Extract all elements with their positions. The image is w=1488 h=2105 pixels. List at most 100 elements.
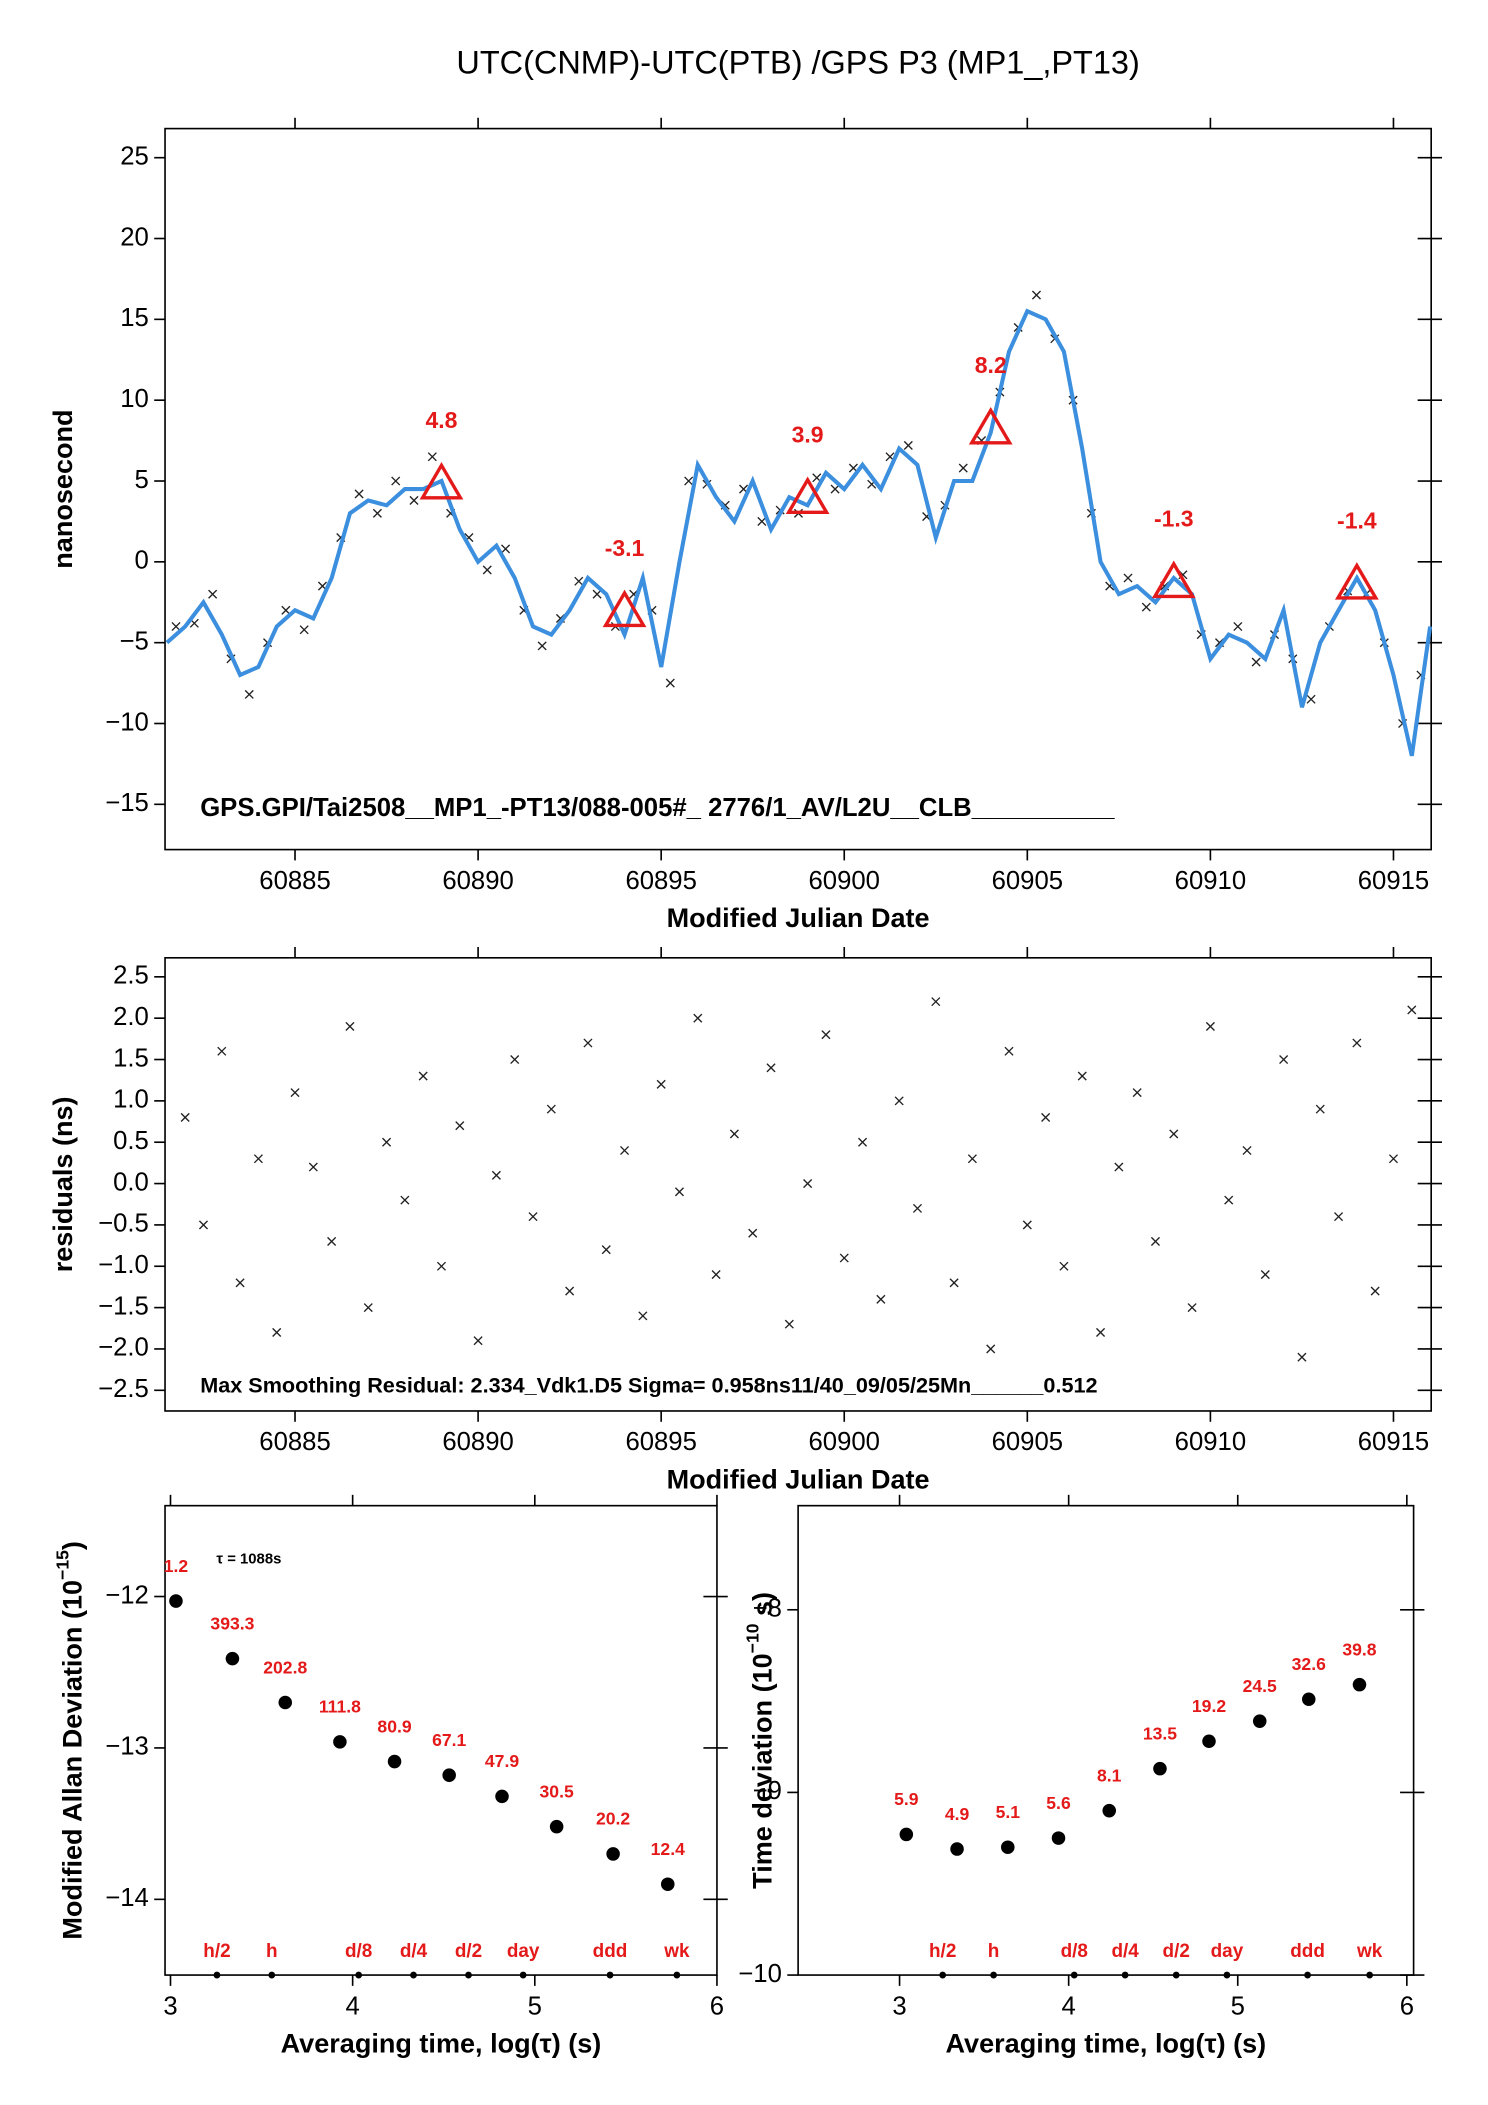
annotation: GPS.GPI/Tai2508__MP1_-PT13/088-005#_ 277… — [200, 794, 1115, 822]
cross-stroke — [885, 452, 895, 462]
interval-label: h — [266, 1941, 278, 1962]
data-point — [308, 1162, 318, 1172]
plot-frame — [164, 956, 1432, 1412]
cross-stroke — [1334, 1212, 1344, 1222]
data-label: 5.9 — [894, 1789, 919, 1809]
data-point — [382, 1137, 392, 1147]
y-tick-label: −8 — [753, 1595, 782, 1623]
cross-stroke — [409, 495, 419, 505]
data-point — [958, 463, 968, 473]
x-tick-label: 3 — [163, 1992, 177, 2020]
cross-stroke — [601, 1245, 611, 1255]
cross-stroke — [684, 476, 694, 486]
interval-label: d/4 — [400, 1941, 428, 1962]
triangle-marker — [968, 406, 1013, 445]
y-tick-label: 10 — [120, 385, 149, 413]
data-label: 67.1 — [432, 1730, 466, 1750]
x-tick-label: 60885 — [259, 867, 330, 895]
y-tick-label: 5 — [135, 466, 149, 494]
x-tick-label: 60890 — [442, 867, 513, 895]
cross-stroke — [198, 1220, 209, 1230]
x-tick-label: 60900 — [809, 867, 880, 895]
data-point — [491, 1170, 501, 1180]
data-point — [1279, 1054, 1289, 1065]
triangle-marker — [1151, 560, 1196, 599]
cross-stroke — [1370, 1286, 1380, 1296]
cross-stroke — [1260, 1269, 1270, 1280]
cross-stroke — [903, 440, 913, 450]
data-point — [784, 1319, 794, 1329]
interval-marker — [1366, 1971, 1374, 1979]
data-point — [1132, 1088, 1142, 1098]
cross-stroke — [729, 1129, 739, 1139]
cross-stroke — [1407, 1005, 1417, 1015]
data-point — [537, 641, 547, 651]
x-tick-label: 6 — [1400, 1992, 1414, 2020]
data-point — [1153, 1761, 1167, 1776]
cross-stroke — [1004, 1046, 1014, 1056]
cross-stroke — [217, 1046, 227, 1056]
cross-stroke — [848, 463, 858, 473]
data-point — [427, 452, 437, 462]
annotation: τ = 1088s — [216, 1552, 281, 1568]
data-point — [1114, 1162, 1124, 1172]
cross-stroke — [418, 1071, 428, 1081]
y-axis-label-part: ) — [58, 1541, 88, 1550]
x-tick-label: 60915 — [1358, 867, 1429, 895]
y-axis-label: nanosecond — [48, 409, 78, 568]
data-point — [1334, 1212, 1344, 1222]
y-tick-label: 25 — [120, 142, 149, 170]
cross-stroke — [436, 1261, 447, 1271]
cross-stroke — [656, 1079, 666, 1089]
y-tick-label: −5 — [120, 627, 149, 655]
data-point — [1141, 602, 1151, 612]
interval-label: d/2 — [1163, 1941, 1190, 1962]
data-label: 20.2 — [596, 1809, 630, 1829]
triangle-marker — [419, 461, 464, 500]
y-tick-label: −2.0 — [98, 1334, 149, 1362]
data-point — [729, 1129, 739, 1139]
data-point — [180, 1112, 190, 1122]
interval-label: wk — [1356, 1941, 1383, 1962]
data-label: 5.6 — [1046, 1793, 1071, 1813]
interval-marker — [606, 1971, 614, 1979]
data-point — [803, 1179, 813, 1189]
data-point — [281, 605, 291, 615]
data-point — [1004, 1046, 1014, 1056]
data-point — [198, 1220, 209, 1230]
y-tick-label: −1.5 — [98, 1292, 149, 1320]
data-label: 5.1 — [996, 1802, 1021, 1822]
cross-stroke — [189, 618, 199, 628]
cross-stroke — [473, 1336, 483, 1346]
cross-stroke — [931, 997, 941, 1007]
smoothed-line — [165, 308, 1433, 757]
data-point — [169, 1594, 183, 1608]
cross-stroke — [317, 581, 328, 591]
x-axis-label: Modified Julian Date — [667, 903, 930, 933]
cross-stroke — [1031, 290, 1042, 300]
data-point — [684, 476, 694, 486]
cross-stroke — [1279, 1054, 1289, 1065]
interval-label: d/2 — [455, 1941, 482, 1962]
x-tick-label: 60885 — [259, 1428, 330, 1456]
cross-stroke — [1251, 657, 1261, 667]
data-point — [656, 1079, 666, 1089]
data-point — [1242, 1145, 1252, 1156]
x-tick-label: 60910 — [1175, 1428, 1246, 1456]
y-axis-label: Modified Allan Deviation (10−15) — [52, 1541, 87, 1940]
cross-stroke — [244, 689, 254, 699]
data-point — [830, 484, 840, 494]
data-point — [661, 1877, 675, 1891]
cross-stroke — [812, 473, 822, 483]
cross-stroke — [299, 625, 309, 635]
data-point — [950, 1842, 964, 1856]
x-tick-label: 60895 — [625, 1428, 696, 1456]
cross-stroke — [638, 1311, 648, 1321]
y-axis-label-part: s) — [747, 1592, 777, 1624]
cross-stroke — [949, 1278, 959, 1288]
data-point — [510, 1054, 520, 1065]
data-point — [549, 1819, 564, 1834]
cross-stroke — [235, 1278, 245, 1288]
interval-label: h/2 — [929, 1941, 956, 1962]
data-point — [1022, 1220, 1032, 1230]
